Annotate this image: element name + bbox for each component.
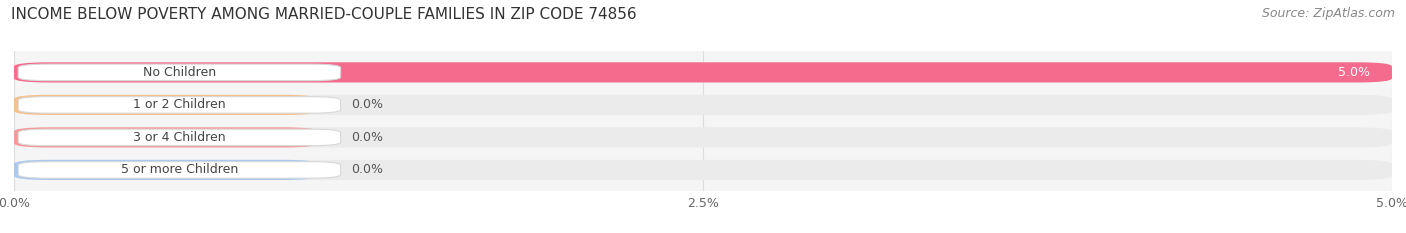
Text: No Children: No Children <box>143 66 217 79</box>
FancyBboxPatch shape <box>14 127 319 147</box>
Text: 0.0%: 0.0% <box>352 131 384 144</box>
Text: Source: ZipAtlas.com: Source: ZipAtlas.com <box>1261 7 1395 20</box>
FancyBboxPatch shape <box>14 127 1392 147</box>
FancyBboxPatch shape <box>14 95 319 115</box>
FancyBboxPatch shape <box>14 62 1392 82</box>
Text: 3 or 4 Children: 3 or 4 Children <box>134 131 226 144</box>
Text: 1 or 2 Children: 1 or 2 Children <box>134 98 226 111</box>
FancyBboxPatch shape <box>18 64 340 81</box>
FancyBboxPatch shape <box>14 160 319 180</box>
FancyBboxPatch shape <box>18 162 340 178</box>
FancyBboxPatch shape <box>14 160 1392 180</box>
Text: INCOME BELOW POVERTY AMONG MARRIED-COUPLE FAMILIES IN ZIP CODE 74856: INCOME BELOW POVERTY AMONG MARRIED-COUPL… <box>11 7 637 22</box>
Text: 5.0%: 5.0% <box>1339 66 1369 79</box>
Text: 5 or more Children: 5 or more Children <box>121 163 238 176</box>
FancyBboxPatch shape <box>18 97 340 113</box>
FancyBboxPatch shape <box>14 62 1392 82</box>
Text: 0.0%: 0.0% <box>352 163 384 176</box>
FancyBboxPatch shape <box>14 95 1392 115</box>
Text: 0.0%: 0.0% <box>352 98 384 111</box>
FancyBboxPatch shape <box>18 129 340 146</box>
